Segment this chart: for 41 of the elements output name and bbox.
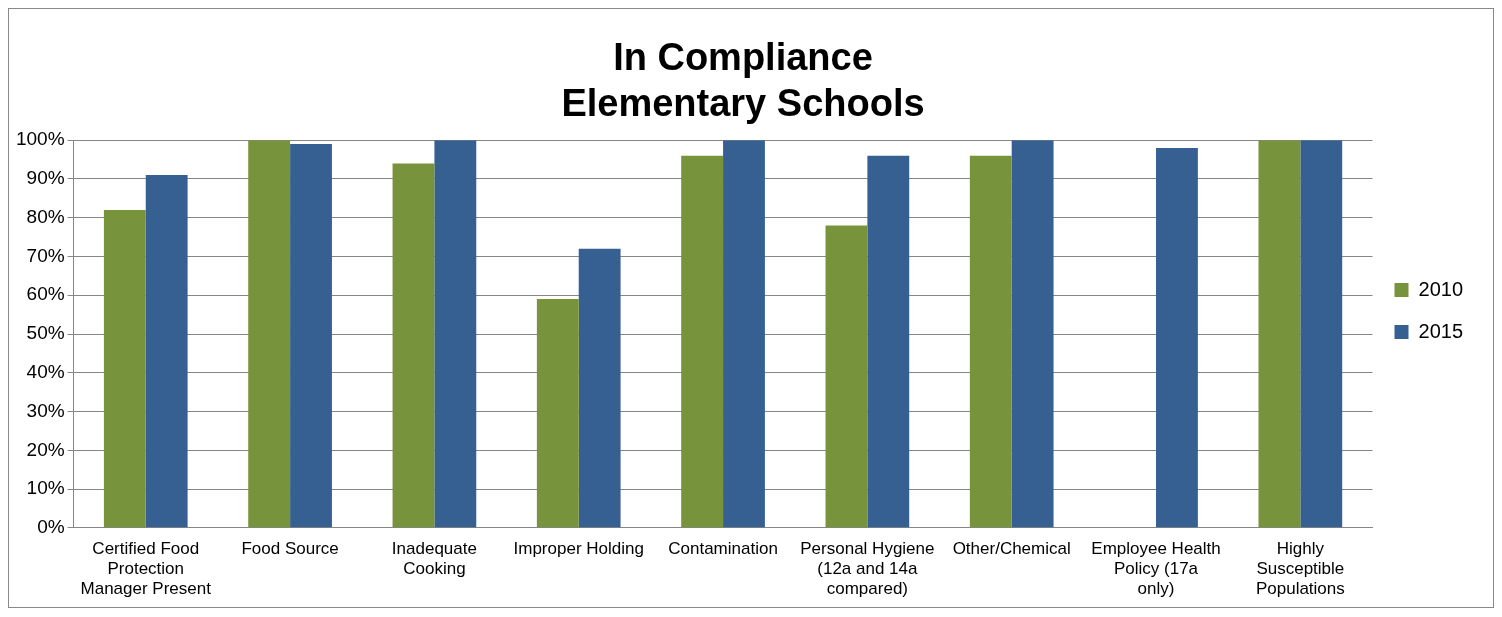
bar <box>103 209 146 528</box>
legend-label: 2015 <box>1418 319 1464 342</box>
bar <box>392 163 435 528</box>
chart-title: In Compliance <box>613 36 873 79</box>
y-tick-label: 0% <box>37 516 65 538</box>
bar <box>578 248 621 528</box>
bar <box>867 155 910 528</box>
chart-subtitle: Elementary Schools <box>561 81 925 124</box>
bar <box>681 155 724 528</box>
x-tick-label: Food Source <box>241 538 339 558</box>
legend-label: 2010 <box>1418 277 1464 300</box>
y-tick-label: 30% <box>26 399 65 421</box>
y-tick-label: 50% <box>26 322 65 344</box>
bar <box>723 140 765 528</box>
bar <box>248 140 291 528</box>
bar <box>1258 140 1301 528</box>
x-tick-label: Inadequate Cooking <box>391 538 477 579</box>
bar <box>1156 147 1198 528</box>
x-tick-label: Contamination <box>668 538 778 558</box>
x-tick-label: Improper Holding <box>513 538 644 558</box>
bar <box>1011 140 1054 528</box>
x-tick-label: Personal Hygiene (12a and 14a compared) <box>800 538 935 599</box>
bar <box>825 225 868 528</box>
x-tick-label: Other/Chemical <box>952 538 1071 558</box>
bar <box>969 155 1012 528</box>
y-tick-label: 70% <box>26 244 65 266</box>
bar <box>1300 140 1343 528</box>
x-tick-label: Certified Food Protection Manager Present <box>80 538 212 599</box>
y-tick-label: 40% <box>26 360 65 382</box>
y-tick-label: 80% <box>26 205 65 227</box>
y-tick-label: 10% <box>26 477 65 499</box>
y-tick-label: 100% <box>15 128 65 150</box>
y-tick-label: 20% <box>26 438 65 460</box>
bar <box>536 299 579 528</box>
bar <box>145 175 188 528</box>
y-tick-label: 90% <box>26 167 65 189</box>
y-tick-label: 60% <box>26 283 65 305</box>
x-tick-label: Employee Health Policy (17a only) <box>1091 538 1221 599</box>
x-tick-label: Highly Susceptible Populations <box>1255 538 1345 599</box>
bar <box>290 144 332 528</box>
bar <box>434 140 477 528</box>
